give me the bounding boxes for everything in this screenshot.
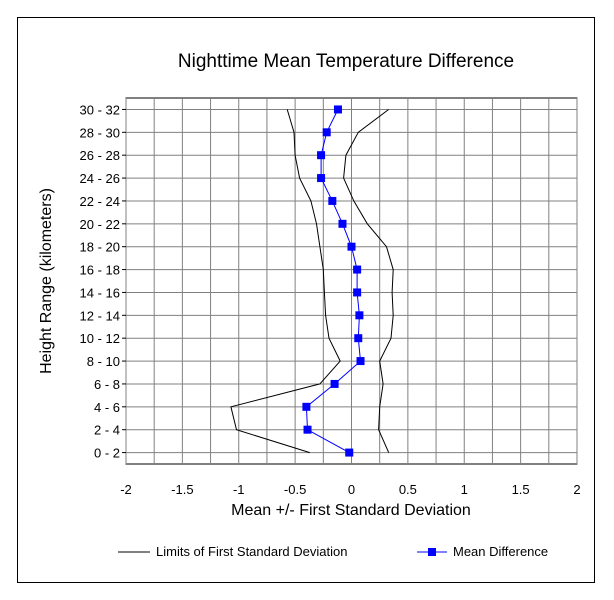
- x-tick-label: 1.5: [512, 482, 530, 497]
- y-tick-label: 30 - 32: [80, 102, 120, 117]
- x-tick-label: 2: [573, 482, 580, 497]
- x-tick-label: -1.5: [171, 482, 193, 497]
- mean-point: [303, 425, 312, 434]
- series-line-mean: [305, 109, 362, 454]
- y-tick-label: 6 - 8: [94, 377, 120, 392]
- mean-point: [345, 448, 354, 457]
- x-tick-label: -1: [233, 482, 245, 497]
- x-tick-label: 0.5: [399, 482, 417, 497]
- y-tick-labels: 0 - 2 2 - 4 4 - 6 6 - 8 8 - 10 10 - 12 12 - 14…: [80, 102, 120, 460]
- x-tick-label: 1: [461, 482, 468, 497]
- y-tick-label: 12 - 14: [80, 308, 120, 323]
- mean-point: [330, 379, 339, 388]
- y-tick-label: 28 - 30: [80, 125, 120, 140]
- y-axis-label: Height Range (kilometers): [38, 188, 55, 374]
- y-tick-label: 26 - 28: [80, 148, 120, 163]
- y-tick-label: 8 - 10: [87, 354, 120, 369]
- x-tick-label: -2: [120, 482, 132, 497]
- y-tick-label: 24 - 26: [80, 171, 120, 186]
- mean-point: [328, 196, 337, 205]
- mean-point: [356, 357, 365, 366]
- x-tick-labels: -2 -1.5 -1 -0.5 0 0.5 1 1.5 2: [120, 482, 580, 497]
- x-tick-label: 0: [348, 482, 355, 497]
- mean-point: [355, 311, 364, 320]
- y-tick-label: 22 - 24: [80, 194, 120, 209]
- mean-point: [302, 402, 311, 411]
- mean-point: [333, 105, 342, 114]
- y-tick-label: 16 - 18: [80, 263, 120, 278]
- mean-point: [353, 265, 362, 274]
- chart-title: Nighttime Mean Temperature Difference: [178, 51, 514, 72]
- legend-label-mean: Mean Difference: [453, 544, 548, 559]
- mean-point: [354, 334, 363, 343]
- y-tick-label: 2 - 4: [94, 423, 120, 438]
- y-tick-label: 20 - 22: [80, 217, 120, 232]
- y-tick-label: 0 - 2: [94, 446, 120, 461]
- mean-point: [317, 174, 326, 183]
- y-tick-label: 4 - 6: [94, 400, 120, 415]
- y-tick-label: 10 - 12: [80, 331, 120, 346]
- legend: Limits of First Standard Deviation Mean …: [118, 544, 548, 559]
- y-tick-label: 18 - 20: [80, 240, 120, 255]
- series-line-lower: [230, 109, 341, 454]
- mean-point: [353, 288, 362, 297]
- mean-point: [317, 151, 326, 160]
- x-axis-label: Mean +/- First Standard Deviation: [231, 502, 471, 519]
- legend-label-limits: Limits of First Standard Deviation: [156, 544, 347, 559]
- y-tick-label: 14 - 16: [80, 285, 120, 300]
- mean-point: [338, 219, 347, 228]
- series-layer: [230, 105, 394, 457]
- x-tick-label: -0.5: [284, 482, 306, 497]
- mean-point: [322, 128, 331, 137]
- series-line-upper: [343, 109, 394, 453]
- mean-point: [347, 242, 356, 251]
- legend-marker-mean: [428, 548, 436, 556]
- gridlines: [122, 98, 578, 464]
